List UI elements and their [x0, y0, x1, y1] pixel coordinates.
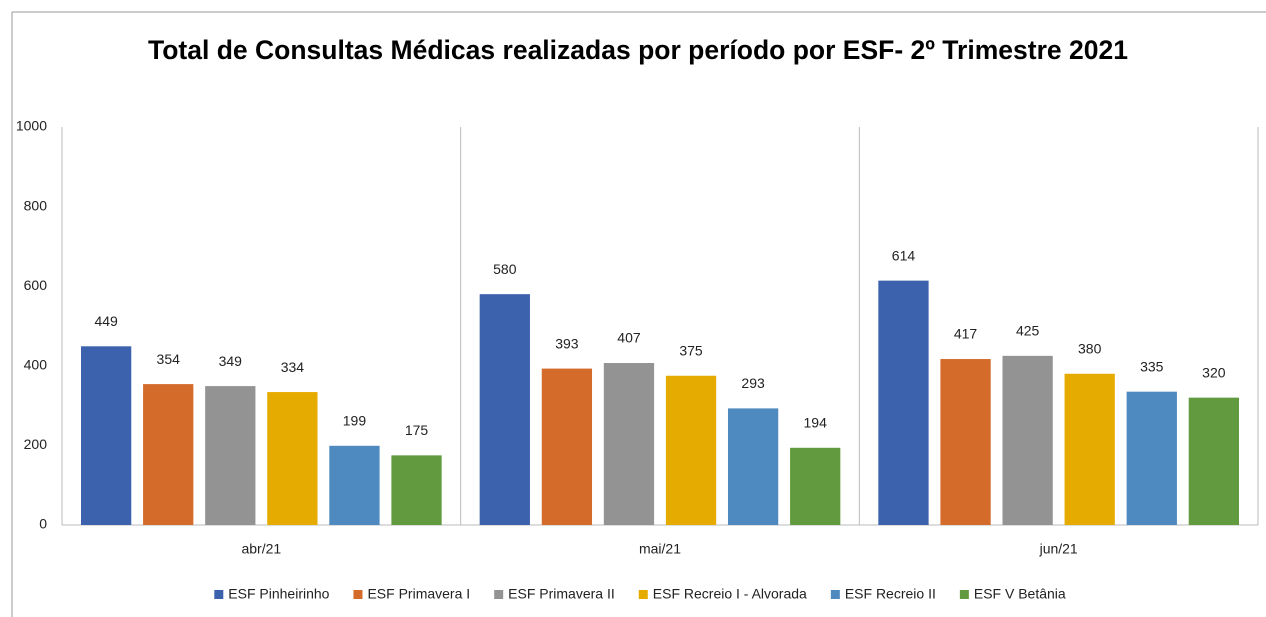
data-label: 293 — [741, 375, 765, 391]
bar — [603, 363, 655, 525]
bar — [479, 294, 530, 525]
x-tick-label: mai/21 — [639, 541, 681, 557]
data-label: 335 — [1140, 358, 1164, 374]
legend-swatch — [959, 590, 969, 599]
data-label: 417 — [954, 326, 978, 342]
y-tick-label: 0 — [39, 516, 47, 532]
data-label: 375 — [679, 342, 703, 358]
legend-label: ESF Pinheirinho — [228, 586, 329, 602]
data-label: 349 — [219, 353, 243, 369]
legend-swatch — [353, 590, 363, 599]
bar — [790, 447, 841, 525]
bar — [940, 359, 991, 525]
data-label: 320 — [1202, 364, 1226, 380]
data-label: 175 — [405, 422, 429, 438]
legend-label: ESF Primavera I — [367, 586, 470, 602]
bar — [1126, 391, 1177, 525]
legend-swatch — [494, 590, 504, 599]
y-tick-label: 1000 — [16, 118, 47, 134]
data-label: 380 — [1078, 340, 1102, 356]
legend-swatch — [638, 590, 648, 599]
bar — [878, 280, 929, 525]
bar — [391, 455, 442, 525]
data-label: 194 — [804, 414, 828, 430]
data-label: 407 — [617, 330, 641, 346]
bar — [1188, 397, 1239, 525]
y-tick-label: 400 — [24, 357, 48, 373]
bar — [267, 392, 318, 525]
y-tick-label: 200 — [24, 436, 48, 452]
bar — [143, 384, 194, 525]
x-tick-label: jun/21 — [1039, 541, 1078, 557]
bar — [205, 386, 256, 525]
bar — [665, 375, 717, 525]
data-label: 614 — [892, 247, 916, 263]
data-label: 425 — [1016, 323, 1040, 339]
legend-swatch — [830, 590, 840, 599]
data-label: 354 — [157, 351, 181, 367]
bar — [727, 408, 779, 525]
legend-label: ESF V Betânia — [974, 586, 1066, 602]
legend-label: ESF Recreio II — [845, 586, 936, 602]
bar — [81, 346, 132, 525]
bar — [1064, 373, 1115, 525]
data-label: 393 — [555, 335, 579, 351]
x-tick-label: abr/21 — [241, 541, 281, 557]
chart-title: Total de Consultas Médicas realizadas po… — [148, 35, 1128, 65]
legend-swatch — [214, 590, 224, 599]
bar — [1002, 355, 1053, 525]
data-label: 449 — [94, 313, 118, 329]
data-label: 334 — [281, 359, 305, 375]
legend-label: ESF Primavera II — [508, 586, 615, 602]
y-tick-label: 800 — [24, 197, 48, 213]
data-label: 199 — [343, 413, 367, 429]
legend-label: ESF Recreio I - Alvorada — [653, 586, 807, 602]
data-label: 580 — [493, 261, 517, 277]
bar — [541, 368, 593, 525]
y-tick-label: 600 — [24, 277, 48, 293]
bar — [329, 445, 380, 525]
